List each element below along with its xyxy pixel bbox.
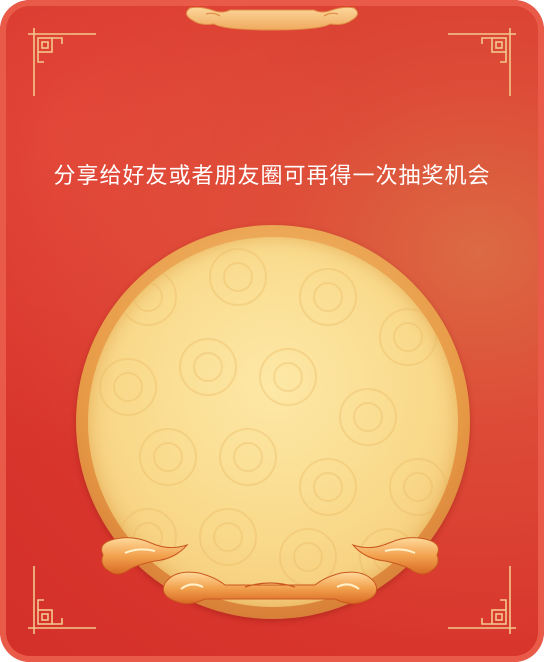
fret-corner-icon [28,566,96,634]
cloud-scroll-cap-icon [186,6,358,31]
fret-corner-icon [448,28,516,96]
fret-corner-icon [448,566,516,634]
fret-corner-icon [28,28,96,96]
share-headline: 分享给好友或者朋友圈可再得一次抽奖机会 [53,164,491,189]
coin-pattern [99,248,447,586]
auspicious-cloud-ornament-icon [101,537,439,605]
